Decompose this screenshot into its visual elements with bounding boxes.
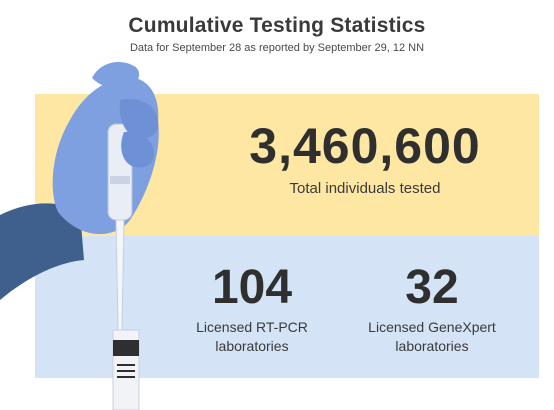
gloved-hand-pipette-icon [0, 62, 159, 410]
rt-pcr-label-line2: laboratories [215, 338, 289, 354]
genexpert-label-line2: laboratories [395, 338, 469, 354]
page-subtitle: Data for September 28 as reported by Sep… [129, 42, 425, 54]
genexpert-label: Licensed GeneXpert laboratories [352, 318, 512, 356]
page-title: Cumulative Testing Statistics [128, 14, 426, 37]
genexpert-count: 32 [405, 261, 459, 314]
genexpert-label-line1: Licensed GeneXpert [368, 319, 496, 335]
rt-pcr-label-line1: Licensed RT-PCR [196, 319, 308, 335]
genexpert-stat: 32 Licensed GeneXpert laboratories [352, 262, 512, 356]
total-tested-value: 3,460,600 [249, 118, 481, 174]
rt-pcr-stat: 104 Licensed RT-PCR laboratories [172, 262, 332, 356]
rt-pcr-count: 104 [211, 261, 293, 314]
header: Cumulative Testing Statistics Data for S… [0, 14, 554, 54]
total-tested-label: Total individuals tested [289, 180, 441, 197]
rt-pcr-label: Licensed RT-PCR laboratories [172, 318, 332, 356]
